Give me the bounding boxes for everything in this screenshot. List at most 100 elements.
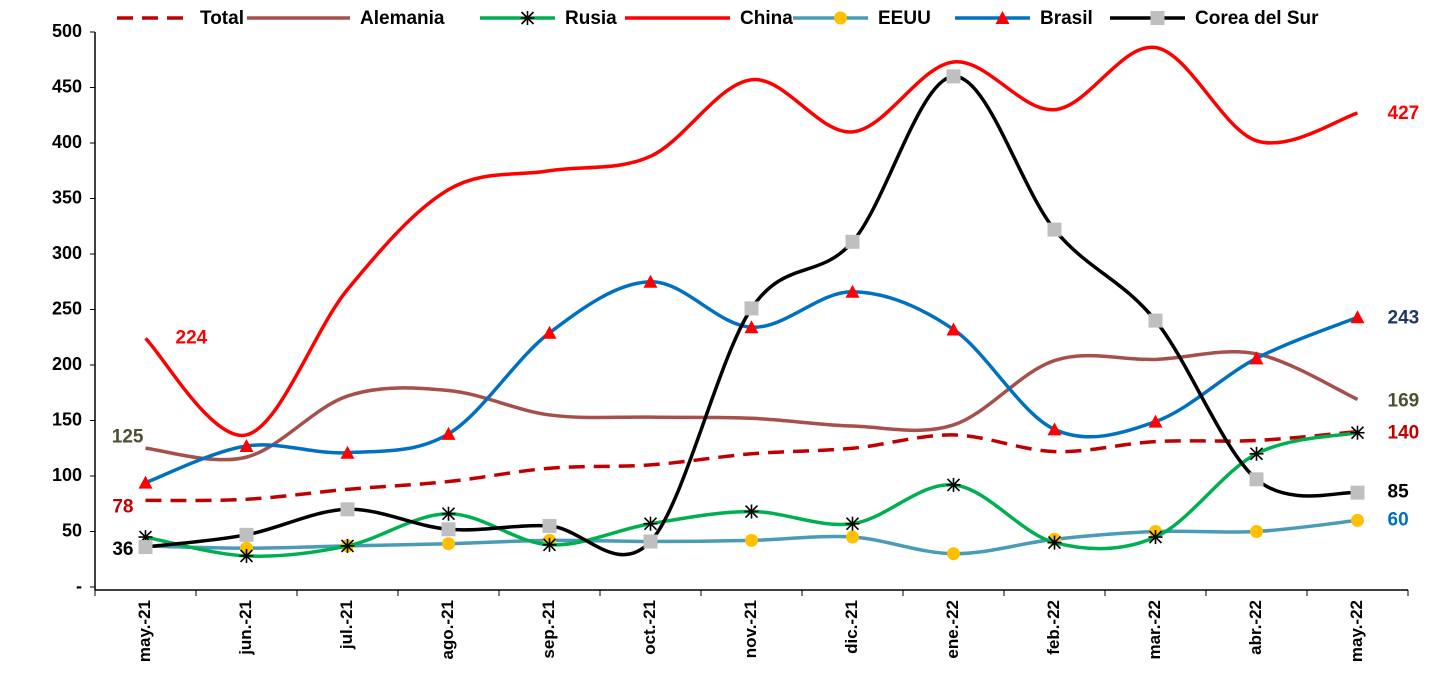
marker (845, 284, 860, 298)
marker (845, 234, 860, 249)
legend-item: Corea del Sur (1110, 8, 1319, 29)
value-label: 78 (112, 496, 133, 517)
value-label: 243 (1388, 307, 1420, 328)
legend-item: Brasil (955, 8, 1093, 29)
x-tick-label: abr.-22 (1246, 600, 1265, 655)
marker (239, 548, 254, 563)
marker (542, 325, 557, 339)
marker (1148, 414, 1163, 428)
legend-item: EEUU (793, 8, 931, 29)
marker (1047, 222, 1062, 237)
marker (138, 475, 153, 489)
marker (745, 533, 758, 547)
y-tick-label: 450 (52, 76, 82, 96)
series-line (145, 429, 1358, 503)
x-tick-label: mar.-22 (1145, 600, 1164, 660)
value-label: 60 (1388, 509, 1409, 530)
legend-item: Total (117, 8, 244, 29)
y-tick-label: 400 (52, 132, 82, 152)
marker (1150, 11, 1165, 25)
marker (1350, 310, 1365, 324)
y-tick-label: 150 (52, 409, 82, 429)
value-label: 224 (176, 327, 208, 348)
marker (542, 518, 557, 533)
series-line (145, 74, 1358, 557)
x-tick-label: feb.-22 (1044, 600, 1063, 655)
marker (441, 426, 456, 440)
series-line (144, 45, 1359, 437)
marker (846, 530, 859, 544)
marker (239, 439, 254, 453)
value-label: 36 (112, 539, 133, 560)
y-tick-label: 500 (52, 21, 82, 41)
marker (138, 540, 153, 555)
marker (946, 69, 961, 84)
marker (744, 301, 759, 316)
marker (520, 11, 535, 25)
x-tick-label: oct.-21 (640, 600, 659, 655)
y-tick-label: 350 (52, 187, 82, 207)
x-tick-label: ago.-21 (438, 600, 457, 660)
legend-item: Alemania (247, 8, 445, 29)
marker (946, 322, 961, 336)
marker (239, 527, 254, 542)
marker (1350, 425, 1365, 440)
legend-label: Total (200, 8, 244, 29)
legend-item: Rusia (480, 8, 617, 29)
x-tick-label: ene.-22 (943, 600, 962, 659)
marker (1249, 446, 1264, 461)
value-label: 427 (1388, 103, 1420, 124)
marker (442, 537, 455, 551)
value-label: 140 (1388, 423, 1420, 444)
legend-label: Rusia (565, 8, 617, 29)
marker (240, 541, 253, 555)
marker (643, 516, 658, 531)
legend-label: Alemania (360, 8, 445, 29)
legend-label: Brasil (1040, 8, 1093, 29)
marker (542, 537, 557, 552)
marker (441, 506, 456, 521)
value-label: 85 (1388, 482, 1410, 503)
y-tick-label: 100 (52, 465, 82, 485)
marker (340, 538, 355, 553)
marker (995, 11, 1010, 24)
x-tick-label: sep.-21 (539, 600, 558, 659)
y-tick-label: - (76, 576, 82, 596)
marker (744, 320, 759, 334)
value-label: 125 (112, 426, 144, 447)
marker (1047, 422, 1062, 436)
marker (744, 504, 759, 519)
marker (441, 522, 456, 537)
marker (643, 274, 658, 288)
legend-item: China (625, 8, 793, 29)
y-tick-label: 200 (52, 354, 82, 374)
marker (1249, 472, 1264, 487)
marker (946, 477, 961, 492)
x-tick-label: may.-22 (1347, 600, 1366, 662)
marker (1351, 513, 1364, 527)
x-tick-label: dic.-21 (842, 600, 861, 654)
marker (845, 516, 860, 531)
marker (1148, 530, 1163, 545)
legend-label: China (740, 8, 793, 29)
y-tick-label: 250 (52, 298, 82, 318)
marker (643, 534, 658, 549)
value-label: 169 (1388, 390, 1420, 411)
marker (1148, 313, 1163, 328)
series-line (145, 350, 1359, 462)
marker (1250, 525, 1263, 538)
marker (834, 11, 847, 25)
y-tick-label: 50 (62, 520, 82, 540)
x-tick-label: nov.-21 (741, 600, 760, 658)
y-tick-label: 300 (52, 243, 82, 263)
x-tick-label: may.-21 (135, 600, 154, 662)
marker (947, 547, 960, 561)
marker (1249, 351, 1264, 365)
marker (340, 502, 355, 517)
legend-label: Corea del Sur (1195, 8, 1319, 29)
marker (340, 445, 355, 459)
marker (1047, 535, 1062, 550)
legend-label: EEUU (878, 8, 931, 29)
x-tick-label: jun.-21 (236, 600, 255, 656)
